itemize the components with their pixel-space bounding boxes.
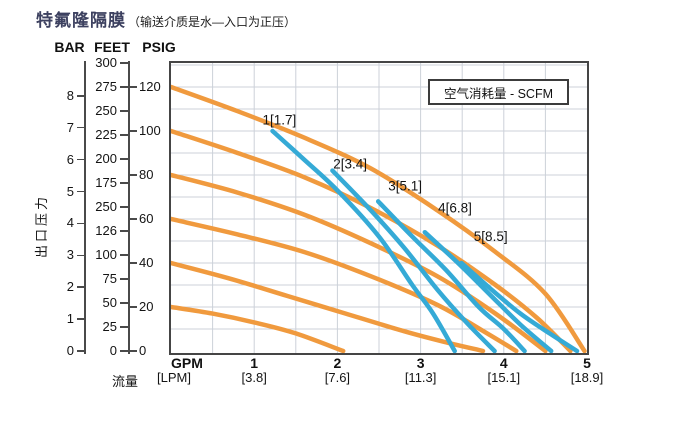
psig-tick-label: 40 xyxy=(139,255,154,270)
bar-tick xyxy=(77,126,84,129)
bar-tick-label: 5 xyxy=(66,183,74,199)
feet-tick-label: 300 xyxy=(95,55,117,70)
feet-axis-line xyxy=(128,61,130,354)
x-axis-unit-gpm: GPM xyxy=(171,355,203,371)
page-subtitle: （输送介质是水—入口为正压） xyxy=(128,15,297,29)
x-tick-sublabel: [18.9] xyxy=(570,370,604,385)
x-tick-label: 5 xyxy=(583,355,591,371)
feet-tick xyxy=(120,350,128,352)
bar-tick xyxy=(77,318,84,320)
pressure-curve-60psig xyxy=(168,216,519,354)
psig-axis-header: PSIG xyxy=(142,39,176,55)
bar-tick xyxy=(77,286,84,288)
bar-tick xyxy=(77,222,84,225)
feet-tick xyxy=(120,62,128,64)
feet-tick-label: 250 xyxy=(95,103,117,118)
x-axis-unit-lpm: [LPM] xyxy=(157,370,191,385)
pressure-curve-120psig xyxy=(168,84,587,354)
air-curve-label: 2[3.4] xyxy=(333,156,367,171)
bar-tick-label: 3 xyxy=(66,247,74,263)
psig-tick xyxy=(129,174,137,176)
bar-tick-label: 4 xyxy=(66,215,74,231)
feet-tick xyxy=(120,110,128,112)
pressure-curve-20psig xyxy=(168,304,346,354)
legend-label: 空气消耗量 - SCFM xyxy=(443,86,554,101)
feet-tick xyxy=(120,230,128,232)
feet-tick-label: 275 xyxy=(95,79,117,94)
psig-tick xyxy=(129,350,137,352)
x-tick-sublabel: [3.8] xyxy=(241,370,267,385)
x-axis-title: 流量 xyxy=(112,374,139,389)
page-title: 特氟隆隔膜 xyxy=(36,11,126,30)
feet-tick xyxy=(120,182,128,184)
air-curve-label: 3[5.1] xyxy=(388,178,422,193)
feet-tick-label: 50 xyxy=(102,295,117,310)
air-curve-label: 5[8.5] xyxy=(474,229,508,244)
psig-tick-label: 0 xyxy=(139,343,147,358)
feet-axis-header: FEET xyxy=(94,39,130,55)
title-row: 特氟隆隔膜 （输送介质是水—入口为正压） xyxy=(36,6,296,31)
air-curve-5-scfm-8.5 xyxy=(459,260,580,354)
air-curve-2-scfm-3.4 xyxy=(330,168,497,354)
feet-tick-label: 100 xyxy=(95,247,117,262)
feet-tick-label: 126 xyxy=(95,223,117,238)
bar-tick-label: 2 xyxy=(66,279,74,295)
feet-tick xyxy=(120,278,128,280)
air-curve-1-scfm-1.7 xyxy=(270,128,457,354)
bar-axis-header: BAR xyxy=(54,39,85,55)
feet-tick xyxy=(120,206,128,208)
bar-tick-label: 1 xyxy=(66,311,74,327)
psig-tick xyxy=(129,262,137,264)
pressure-curve-40psig xyxy=(168,260,486,354)
x-tick-sublabel: [11.3] xyxy=(404,370,437,385)
pressure-curve-80psig xyxy=(168,172,548,354)
psig-tick-label: 60 xyxy=(139,211,154,226)
psig-tick xyxy=(129,306,137,308)
feet-tick xyxy=(120,302,128,304)
feet-tick-label: 0 xyxy=(109,343,117,358)
x-tick-label: 3 xyxy=(416,355,425,371)
psig-tick-label: 120 xyxy=(139,79,161,94)
bar-axis-line xyxy=(84,61,86,354)
bar-tick-label: 0 xyxy=(66,343,74,358)
feet-tick xyxy=(120,158,128,160)
psig-tick-label: 80 xyxy=(139,167,154,182)
bar-tick xyxy=(77,254,84,257)
air-curve-4-scfm-6.8 xyxy=(422,229,554,354)
feet-tick-label: 75 xyxy=(102,271,117,286)
bar-tick-label: 6 xyxy=(66,151,74,167)
feet-tick-label: 25 xyxy=(102,319,117,334)
feet-tick-label: 175 xyxy=(95,175,117,190)
bar-tick-label: 7 xyxy=(66,119,74,135)
air-curve-3-scfm-5.1 xyxy=(375,199,527,354)
bar-tick xyxy=(77,350,84,352)
psig-tick xyxy=(129,218,137,220)
bar-tick xyxy=(77,95,84,97)
air-curve-label: 4[6.8] xyxy=(438,200,472,215)
performance-curves-svg: 1[1.7] 2[3.4] 3[5.1] 4[6.8]5[8.5] xyxy=(168,63,587,354)
x-tick-label: 4 xyxy=(499,355,508,371)
air-curve-label: 1[1.7] xyxy=(263,112,297,127)
x-tick-sublabel: [15.1] xyxy=(487,370,521,385)
psig-tick-label: 100 xyxy=(139,123,161,138)
feet-tick xyxy=(120,134,128,136)
feet-tick xyxy=(120,86,128,88)
feet-tick xyxy=(120,326,128,328)
psig-tick-label: 20 xyxy=(139,299,154,314)
psig-tick xyxy=(129,130,137,132)
plot-area: 1[1.7] 2[3.4] 3[5.1] 4[6.8] 5[8.5] xyxy=(168,63,587,354)
bar-tick xyxy=(77,158,84,161)
x-tick-label: 1 xyxy=(250,355,259,371)
feet-tick-label: 250 xyxy=(95,199,117,214)
bar-tick xyxy=(77,190,84,193)
bar-tick-label: 8 xyxy=(66,87,74,103)
x-tick-label: 2 xyxy=(333,355,342,371)
feet-tick-label: 200 xyxy=(95,151,117,166)
feet-tick-label: 225 xyxy=(95,127,117,142)
feet-tick xyxy=(120,254,128,256)
psig-tick xyxy=(129,86,137,88)
x-tick-sublabel: [7.6] xyxy=(324,370,351,385)
legend-box: 空气消耗量 - SCFM xyxy=(428,79,569,105)
